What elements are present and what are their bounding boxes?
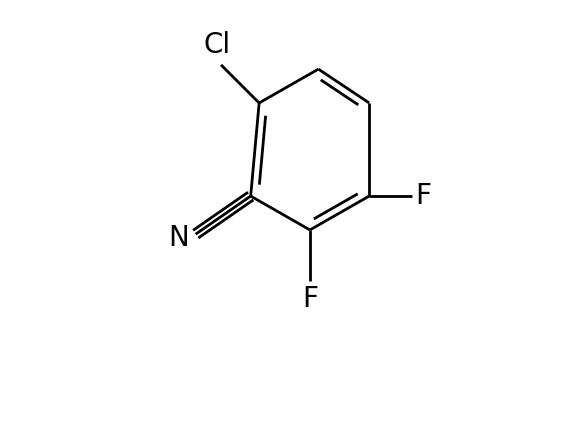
Text: F: F [415, 182, 431, 210]
Text: N: N [169, 225, 189, 252]
Text: F: F [302, 285, 318, 313]
Text: Cl: Cl [203, 31, 230, 58]
